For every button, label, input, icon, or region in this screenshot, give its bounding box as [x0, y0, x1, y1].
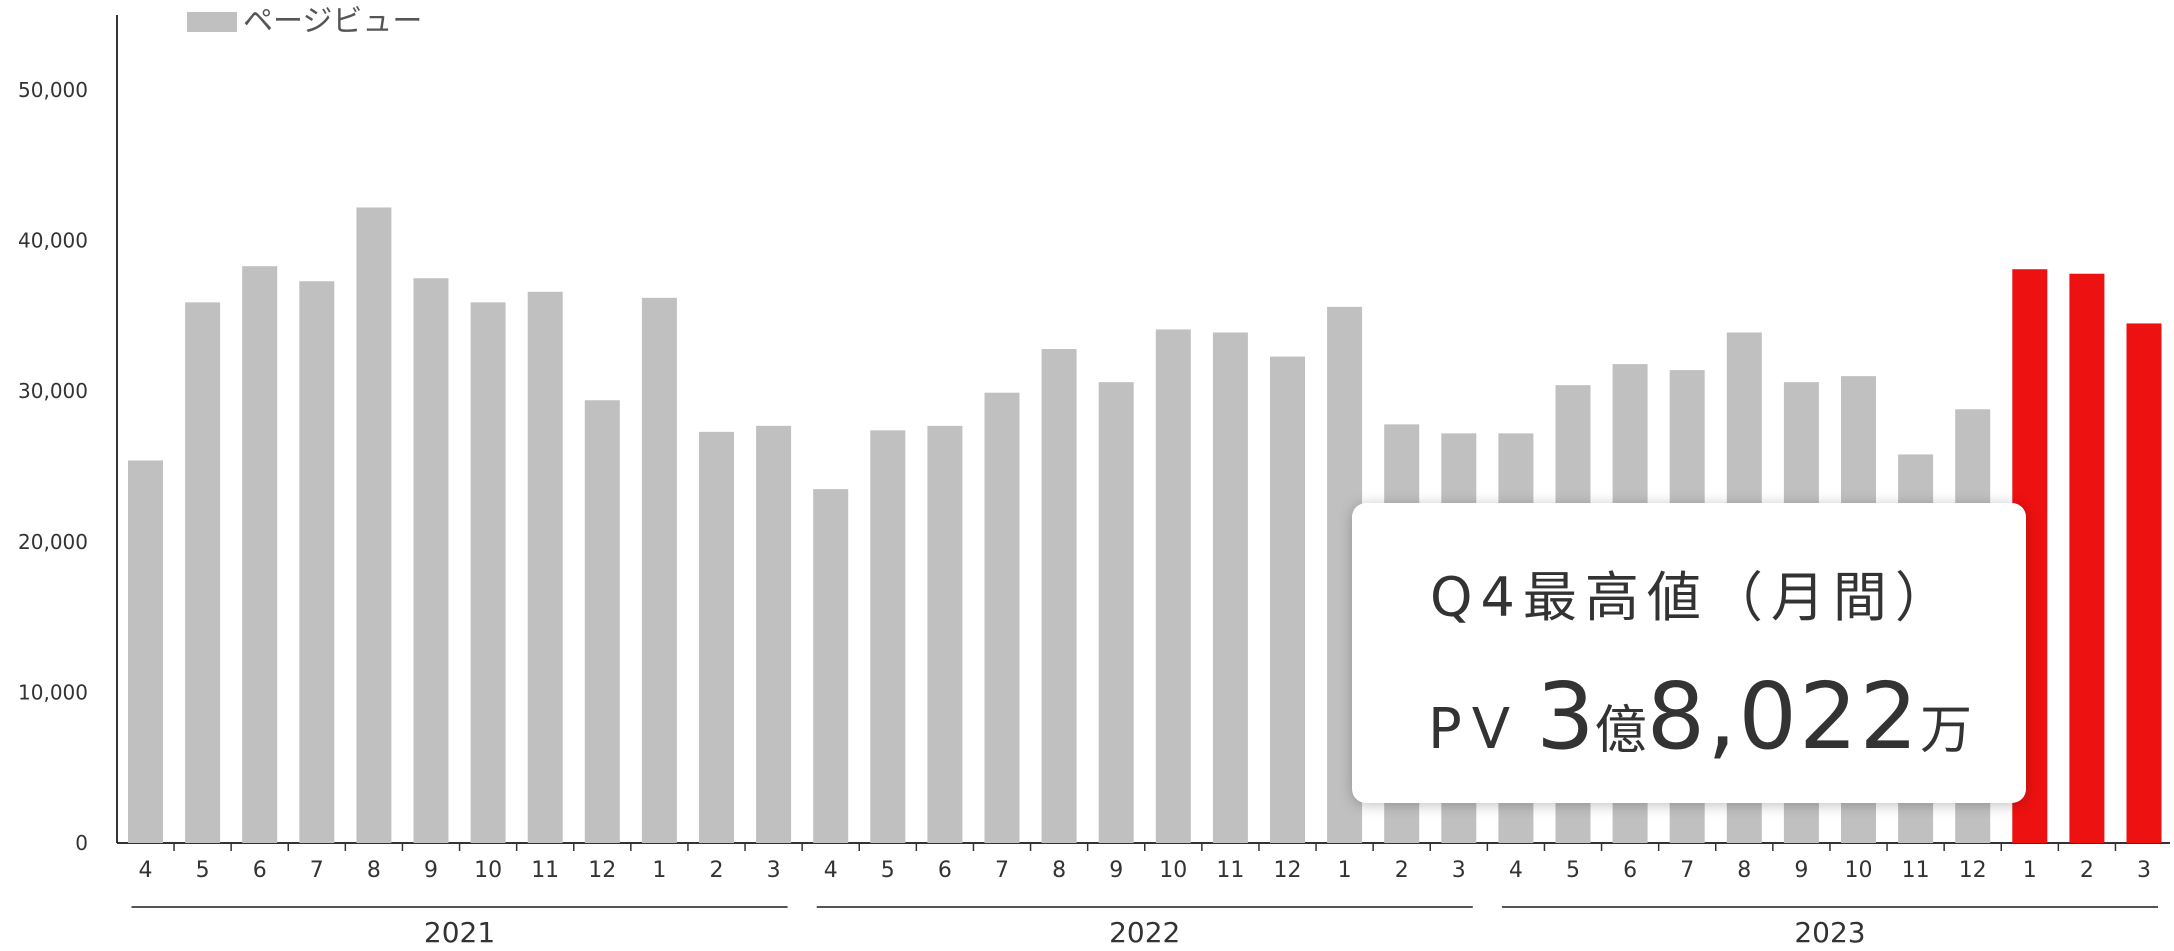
callout-prefix: PV	[1428, 697, 1521, 762]
bar	[584, 400, 620, 843]
bar	[2069, 273, 2105, 843]
x-tick-label: 11	[1902, 858, 1930, 883]
y-tick-label: 50,000	[18, 78, 88, 102]
x-tick-label: 1	[652, 858, 666, 883]
x-tick-label: 4	[824, 858, 838, 883]
x-tick-label: 3	[1452, 858, 1466, 883]
callout-value: PV 3億8,022万	[1428, 663, 1972, 770]
y-tick-label: 20,000	[18, 530, 88, 554]
bar	[1212, 332, 1248, 843]
bar	[1155, 329, 1191, 844]
y-tick-label: 10,000	[18, 680, 88, 704]
x-tick-label: 2	[1395, 858, 1409, 883]
callout-unit-man: 万	[1920, 701, 1973, 761]
bar	[2126, 323, 2162, 843]
bar	[527, 291, 563, 844]
x-tick-label: 7	[995, 858, 1009, 883]
bar	[699, 431, 734, 843]
x-tick-label: 12	[1274, 858, 1302, 883]
x-tick-label: 5	[196, 858, 210, 883]
callout-unit-oku: 億	[1594, 701, 1647, 761]
legend-label: ページビュー	[243, 4, 422, 39]
year-label: 2022	[1109, 916, 1180, 949]
x-tick-label: 2	[710, 858, 724, 883]
y-tick-label: 30,000	[18, 379, 88, 403]
x-tick-label: 9	[424, 858, 438, 883]
x-tick-label: 4	[1509, 858, 1523, 883]
bar	[1041, 349, 1077, 843]
bar	[185, 302, 221, 843]
bar	[813, 489, 849, 843]
x-tick-label: 12	[588, 858, 616, 883]
bar	[641, 297, 677, 843]
bar	[1098, 382, 1134, 843]
bar	[128, 460, 163, 843]
bar	[470, 302, 506, 843]
x-tick-label: 9	[1109, 858, 1123, 883]
bar	[242, 266, 278, 843]
callout-value-oku: 3	[1536, 663, 1595, 770]
x-tick-label: 7	[310, 858, 324, 883]
x-tick-label: 7	[1680, 858, 1694, 883]
x-tick-label: 1	[1338, 858, 1352, 883]
bar	[927, 425, 963, 843]
x-tick-label: 12	[1959, 858, 1987, 883]
x-tick-label: 9	[1794, 858, 1808, 883]
x-tick-label: 5	[881, 858, 895, 883]
bar	[299, 281, 335, 844]
x-tick-label: 8	[367, 858, 381, 883]
x-tick-label: 5	[1566, 858, 1580, 883]
x-tick-label: 8	[1737, 858, 1751, 883]
y-tick-label: 0	[75, 831, 88, 855]
x-tick-label: 3	[767, 858, 781, 883]
y-tick-label: 40,000	[18, 229, 88, 253]
year-label: 2021	[424, 916, 495, 949]
x-tick-label: 11	[1216, 858, 1244, 883]
callout-title: Q4最高値（月間）	[1430, 566, 1957, 629]
legend-swatch	[187, 12, 237, 32]
x-tick-label: 6	[938, 858, 952, 883]
bar	[870, 430, 906, 843]
x-tick-label: 8	[1052, 858, 1066, 883]
bar	[356, 207, 392, 843]
x-tick-label: 10	[1159, 858, 1187, 883]
x-tick-label: 6	[1623, 858, 1637, 883]
x-tick-label: 3	[2137, 858, 2151, 883]
x-tick-label: 2	[2080, 858, 2094, 883]
x-tick-label: 10	[474, 858, 502, 883]
bar	[984, 392, 1020, 843]
callout-value-man: 8,022	[1646, 663, 1921, 770]
bar	[413, 278, 449, 843]
peak-callout: Q4最高値（月間） PV 3億8,022万	[1352, 503, 2026, 803]
x-tick-label: 11	[531, 858, 559, 883]
x-tick-label: 4	[139, 858, 153, 883]
bar	[756, 425, 792, 843]
x-tick-label: 10	[1845, 858, 1873, 883]
x-tick-label: 6	[253, 858, 267, 883]
x-tick-label: 1	[2023, 858, 2037, 883]
year-label: 2023	[1794, 916, 1865, 949]
bar	[1270, 356, 1305, 843]
